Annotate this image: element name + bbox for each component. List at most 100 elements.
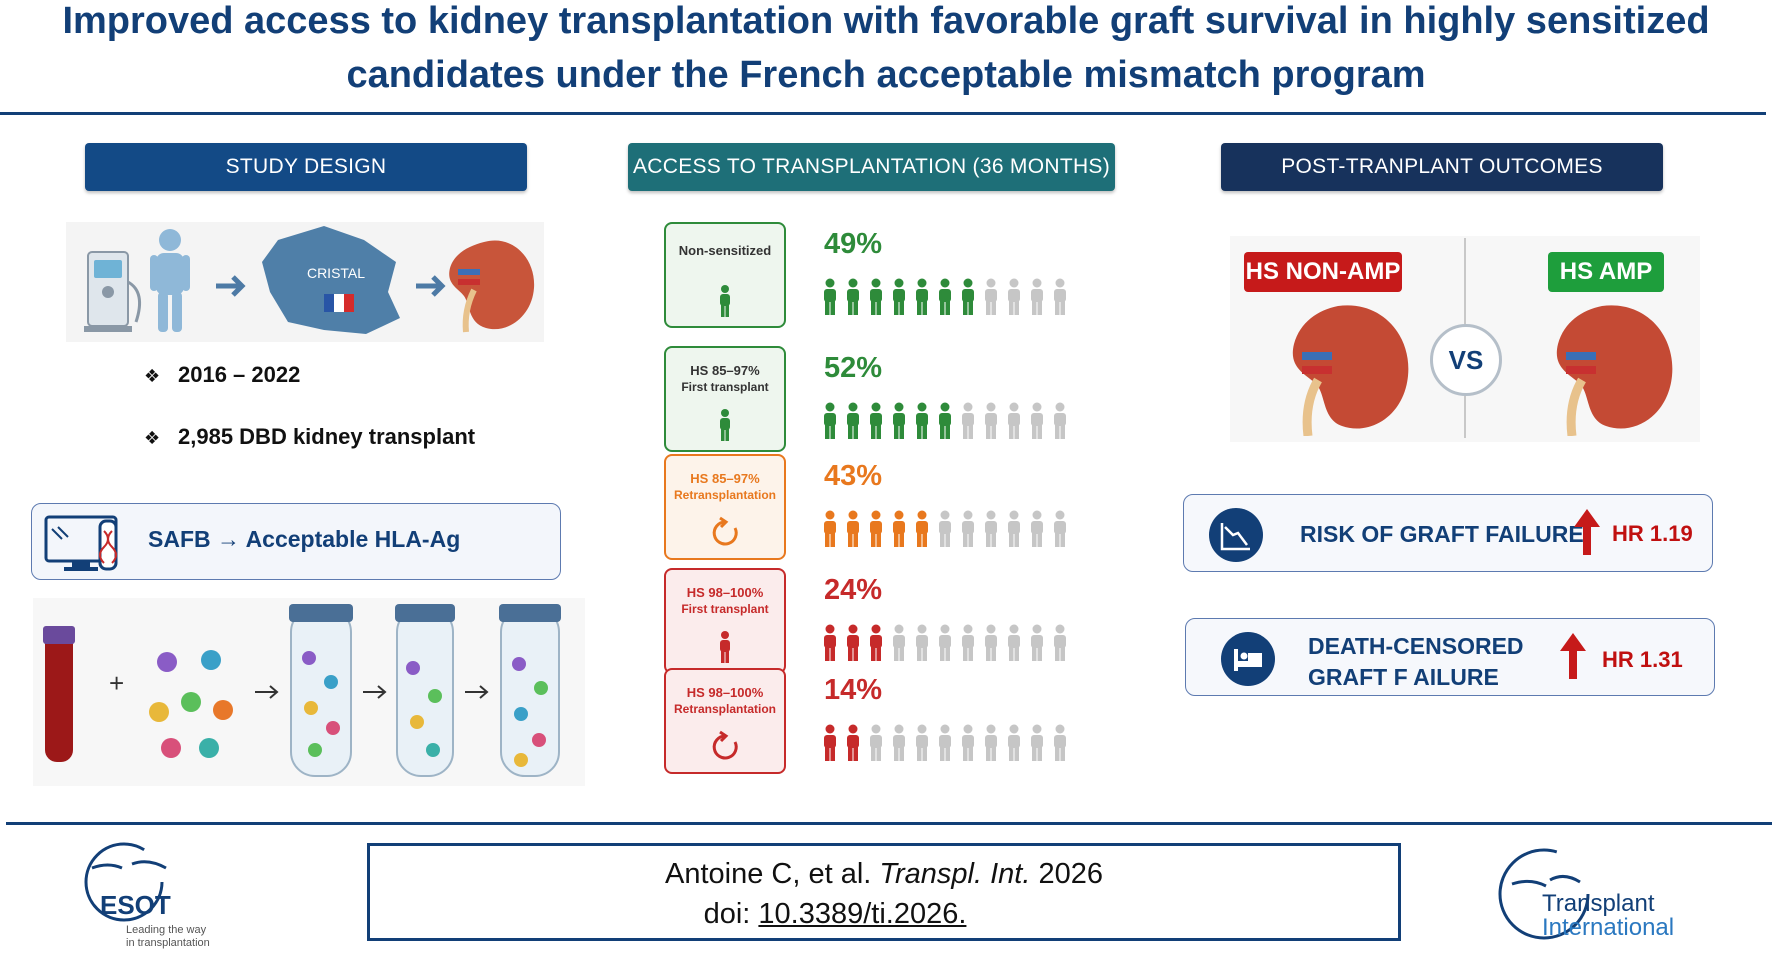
- filled-person-icon: [893, 510, 905, 547]
- ti-line-2: International: [1542, 914, 1675, 941]
- access-percentage: 49%: [824, 228, 883, 260]
- citation-line-1: Antoine C, et al. Transpl. Int. 2026: [665, 858, 1103, 890]
- bottom-divider: [6, 822, 1772, 825]
- empty-person-icon: [1008, 402, 1020, 439]
- access-header: ACCESS TO TRANSPLANTATION (36 MONTHS): [628, 143, 1115, 191]
- filled-person-icon: [847, 510, 859, 547]
- esot-name: ESOT: [100, 890, 171, 920]
- top-divider: [0, 112, 1766, 115]
- empty-person-icon: [985, 624, 997, 661]
- kidney-icon: [1292, 305, 1409, 436]
- empty-person-icon: [916, 624, 928, 661]
- doi-link[interactable]: 10.3389/ti.2026.: [758, 898, 967, 930]
- diamond-bullet-icon: ❖: [144, 428, 161, 448]
- declining-chart-icon: [1209, 508, 1263, 562]
- empty-person-icon: [870, 724, 882, 761]
- empty-person-icon: [1031, 624, 1043, 661]
- empty-person-icon: [939, 510, 951, 547]
- empty-person-icon: [962, 402, 974, 439]
- hospital-bed-icon: [1221, 632, 1275, 686]
- assay-panel: +: [33, 598, 585, 786]
- kidney-icon: [449, 240, 535, 333]
- empty-person-icon: [893, 724, 905, 761]
- hs-non-amp-tag: HS NON-AMP: [1244, 252, 1402, 292]
- filled-person-icon: [916, 402, 928, 439]
- kidney-icon: [1556, 305, 1673, 436]
- filled-person-icon: [962, 278, 974, 315]
- up-arrow-icon: [1574, 509, 1600, 555]
- esot-tagline: Leading the way in transplantation: [126, 924, 210, 949]
- empty-person-icon: [985, 724, 997, 761]
- access-percentage: 24%: [824, 574, 883, 606]
- death-censored-label: DEATH-CENSORED GRAFT F AILURE: [1308, 633, 1524, 690]
- death-censored-box: DEATH-CENSORED GRAFT F AILURE HR 1.31: [1185, 618, 1715, 696]
- group-label-box: Non-sensitized: [664, 222, 786, 328]
- filled-person-icon: [916, 278, 928, 315]
- dialysis-machine-icon: [84, 251, 142, 332]
- group-label-line2: First transplant: [681, 602, 769, 616]
- filled-person-icon: [824, 624, 836, 661]
- empty-person-icon: [1008, 624, 1020, 661]
- test-tube-icon: [289, 604, 353, 777]
- group-label-line2: Retransplantation: [673, 488, 776, 502]
- empty-person-icon: [1031, 278, 1043, 315]
- empty-person-icon: [1008, 278, 1020, 315]
- empty-person-icon: [1054, 278, 1066, 315]
- france-map-icon: [262, 226, 400, 334]
- graft-failure-label: RISK OF GRAFT FAILURE: [1300, 521, 1584, 547]
- access-row: HS 98–100% First transplant 24%: [660, 560, 1130, 676]
- empty-person-icon: [1031, 724, 1043, 761]
- diamond-bullet-icon: ❖: [144, 366, 161, 386]
- filled-person-icon: [824, 724, 836, 761]
- person-icon: [720, 409, 730, 441]
- empty-person-icon: [962, 510, 974, 547]
- group-label-line1: HS 85–97%: [690, 471, 760, 486]
- empty-person-icon: [1054, 724, 1066, 761]
- group-label-line2: First transplant: [681, 380, 769, 394]
- filled-person-icon: [847, 724, 859, 761]
- patient-icon: [150, 229, 190, 332]
- blood-tube-icon: [43, 626, 75, 762]
- filled-person-icon: [847, 278, 859, 315]
- esot-hands-icon: [84, 842, 167, 922]
- filled-person-icon: [916, 510, 928, 547]
- title-line-1: Improved access to kidney transplantatio…: [62, 0, 1710, 42]
- group-label-box: HS 98–100% First transplant: [664, 568, 786, 674]
- empty-person-icon: [1054, 510, 1066, 547]
- graft-failure-hr: HR 1.19: [1612, 521, 1693, 546]
- esot-logo: ESOT Leading the way in transplantation: [60, 838, 250, 956]
- up-arrow-icon: [1560, 633, 1586, 679]
- group-label-box: HS 85–97% First transplant: [664, 346, 786, 452]
- svg-text:+: +: [109, 668, 124, 698]
- empty-person-icon: [1054, 402, 1066, 439]
- empty-person-icon: [939, 724, 951, 761]
- transplant-international-logo: Transplant International: [1490, 840, 1730, 956]
- empty-person-icon: [893, 624, 905, 661]
- test-tube-icon: [499, 604, 561, 777]
- person-icon: [720, 285, 730, 317]
- outcomes-header: POST-TRANPLANT OUTCOMES: [1221, 143, 1663, 191]
- group-label-line2: Retransplantation: [673, 702, 776, 716]
- page-title: Improved access to kidney transplantatio…: [0, 0, 1772, 102]
- filled-person-icon: [870, 510, 882, 547]
- safb-box: SAFB → Acceptable HLA-Ag: [31, 503, 561, 580]
- study-design-header: STUDY DESIGN: [85, 143, 527, 191]
- empty-person-icon: [985, 402, 997, 439]
- computer-dna-icon: [44, 515, 118, 571]
- empty-person-icon: [985, 510, 997, 547]
- empty-person-icon: [1031, 402, 1043, 439]
- bullet-years: ❖ 2016 – 2022: [144, 362, 301, 387]
- filled-person-icon: [824, 402, 836, 439]
- bullet-transplants: ❖ 2,985 DBD kidney transplant: [144, 424, 476, 449]
- group-label-box: HS 98–100% Retransplantation: [664, 668, 786, 774]
- comparison-panel: HS NON-AMP HS AMP VS: [1230, 236, 1700, 442]
- access-row: HS 85–97% First transplant 52%: [660, 338, 1130, 454]
- group-label-line1: HS 98–100%: [686, 585, 764, 600]
- empty-person-icon: [1008, 724, 1020, 761]
- access-percentage: 52%: [824, 352, 883, 384]
- retransplant-cycle-icon: [712, 516, 738, 546]
- access-row: HS 98–100% Retransplantation 14%: [660, 660, 1130, 776]
- ti-hands-icon: [1498, 848, 1590, 940]
- empty-person-icon: [1054, 624, 1066, 661]
- filled-person-icon: [847, 624, 859, 661]
